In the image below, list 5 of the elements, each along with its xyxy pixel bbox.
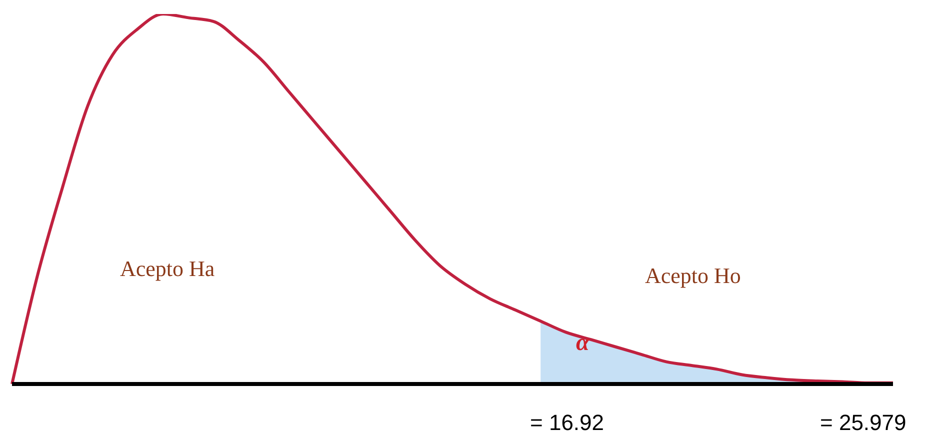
annotation: Acepto Ha [120,256,215,282]
text: = 16.92 [530,410,604,436]
annotation: α [576,330,590,357]
text: = 25.979 [820,410,906,436]
annotation: Acepto Ho [645,263,741,289]
